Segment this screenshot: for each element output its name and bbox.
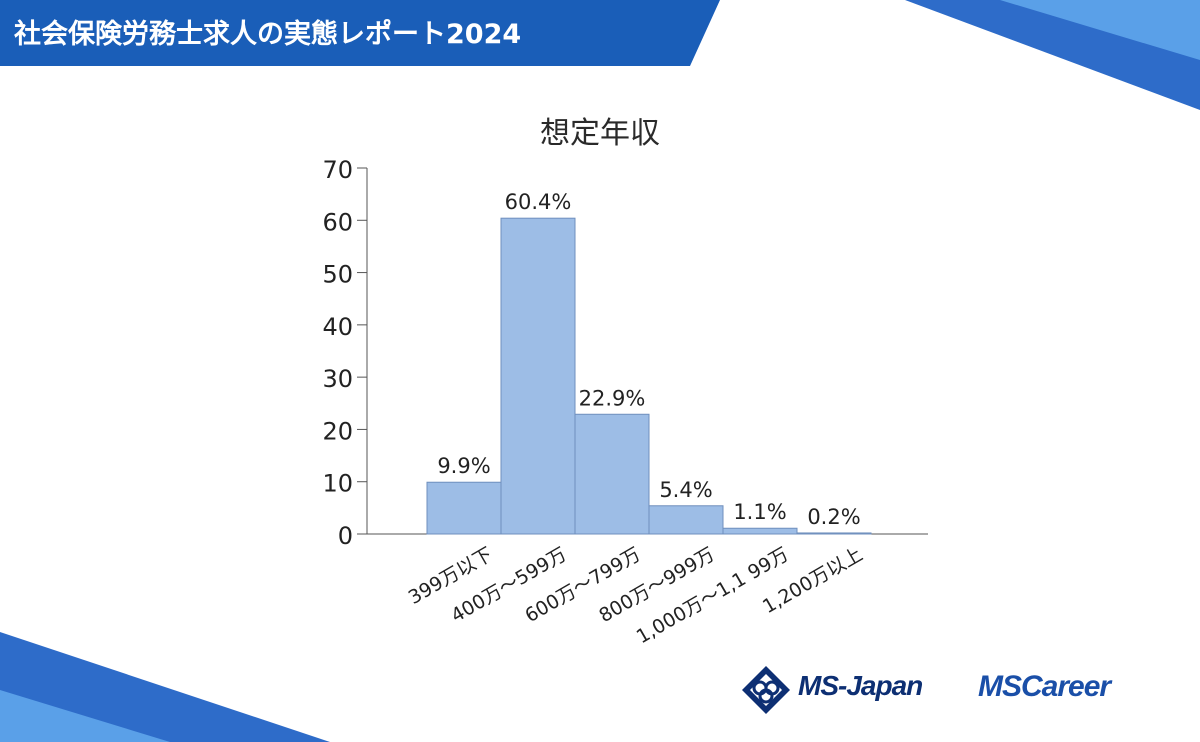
logo-area: MS-Japan MSCareer xyxy=(740,660,1160,720)
y-tick-label: 70 xyxy=(322,156,353,184)
ms-japan-logo-text: MS-Japan xyxy=(798,670,923,701)
bar-value-label: 9.9% xyxy=(437,454,490,478)
y-tick-label: 20 xyxy=(322,417,353,445)
y-tick-label: 60 xyxy=(322,208,353,236)
y-tick-label: 40 xyxy=(322,313,353,341)
y-tick-label: 50 xyxy=(322,261,353,289)
bar xyxy=(722,527,798,535)
y-tick-label: 0 xyxy=(338,522,353,550)
bar-value-label: 60.4% xyxy=(505,190,572,214)
bar-value-label: 22.9% xyxy=(579,386,646,410)
bar-value-label: 0.2% xyxy=(807,505,860,529)
bar xyxy=(500,217,576,535)
title-banner xyxy=(0,0,720,66)
bar xyxy=(426,481,502,535)
ms-japan-logo-icon xyxy=(742,666,790,714)
chart-title: 想定年収 xyxy=(540,116,660,151)
bar-value-label: 5.4% xyxy=(659,478,712,502)
y-tick-label: 30 xyxy=(322,365,353,393)
bar xyxy=(648,505,724,535)
bar xyxy=(574,413,650,535)
report-title: 社会保険労務士求人の実態レポート2024 xyxy=(14,19,522,50)
bar xyxy=(796,532,872,535)
bar-value-label: 1.1% xyxy=(733,500,786,524)
ms-career-logo-text: MSCareer xyxy=(978,670,1111,703)
y-tick-label: 10 xyxy=(322,470,353,498)
